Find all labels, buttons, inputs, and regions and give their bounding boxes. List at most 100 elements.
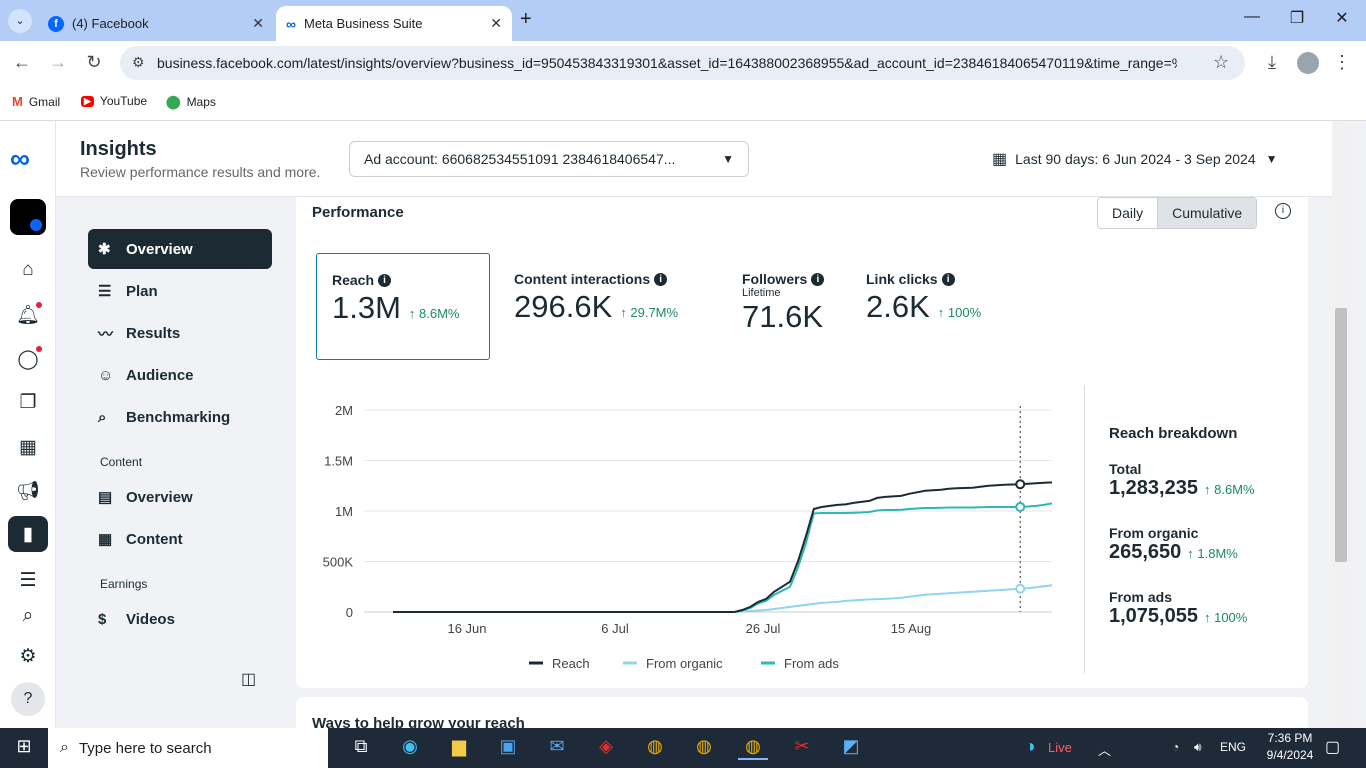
back-button[interactable]: ← [13, 52, 31, 72]
store-icon[interactable]: ▣ [499, 736, 517, 756]
tab-meta-business-suite[interactable]: ∞ Meta Business Suite ✕ [276, 6, 512, 41]
windows-start-icon[interactable]: ⊞ [16, 736, 32, 756]
toggle-cumulative[interactable]: Cumulative [1157, 198, 1257, 228]
toggle-daily[interactable]: Daily [1112, 205, 1144, 221]
series-line-reach [393, 481, 1053, 613]
close-tab-icon[interactable]: ✕ [252, 15, 264, 31]
x-tick-label: 16 Jun [447, 621, 486, 636]
chrome-icon[interactable]: ◍ [647, 736, 663, 756]
tab-search-button[interactable]: ⌄ [8, 9, 32, 33]
help-icon[interactable]: ? [8, 681, 48, 717]
reload-button[interactable]: ↻ [86, 52, 102, 72]
browser-menu-icon[interactable]: ⋮ [1333, 52, 1351, 72]
nav-label: Overview [126, 488, 193, 506]
language-label[interactable]: ENG [1220, 740, 1247, 754]
new-tab-button[interactable]: + [520, 8, 532, 30]
metric-link-clicks[interactable]: Link clicks i 2.6K ↑ 100% [866, 271, 981, 325]
wifi-icon[interactable]: ◔ [1172, 740, 1180, 754]
bookmark-youtube[interactable]: ▶ YouTube [81, 94, 147, 108]
reach-breakdown: Reach breakdown [1109, 425, 1237, 442]
profile-avatar[interactable] [1297, 52, 1319, 74]
notification-center-icon[interactable]: ▢ [1325, 739, 1341, 756]
home-icon[interactable]: ⌂ [22, 259, 34, 280]
clock[interactable]: 7:36 PM 9/4/2024 [1262, 731, 1318, 762]
metric-followers[interactable]: Followers i Lifetime 71.6K [742, 271, 825, 335]
file-explorer-icon[interactable]: ▆ [452, 736, 466, 756]
close-window-button[interactable]: ✕ [1335, 10, 1349, 27]
reach-line-chart: 2M 1.5M 1M 500K 0 16 Jun 6 Jul 26 Jul 15 Aug Reac… [323, 403, 1053, 671]
left-rail: ⌂ 🔔︎ ◯ ❐ ▦ 📢︎ ▮ ☰ ⌕ ⚙ ? [0, 121, 56, 728]
task-view-icon[interactable]: ⧉ [354, 736, 368, 756]
info-icon[interactable]: i [811, 272, 825, 286]
meta-icon: ∞ [286, 15, 296, 32]
nav-content-overview[interactable]: ▤ Overview [88, 477, 272, 517]
tab-facebook[interactable]: f (4) Facebook ✕ [38, 6, 274, 41]
nav-videos[interactable]: $ Videos [88, 599, 272, 639]
legend-label: From ads [784, 656, 839, 671]
restore-button[interactable]: ❐ [1289, 10, 1305, 27]
bookmark-star-icon[interactable]: ☆ [1213, 52, 1230, 72]
collapse-sidebar-icon[interactable]: ◫ [241, 671, 257, 688]
breakdown-title: Reach breakdown [1109, 425, 1238, 442]
download-icon[interactable]: ⤓ [1268, 52, 1276, 72]
scrollbar-thumb[interactable] [1335, 308, 1347, 562]
bookmark-label: Gmail [28, 94, 61, 109]
chrome-profile-icon[interactable]: ◍ [696, 736, 712, 756]
nav-plan[interactable]: ☰ Plan [88, 271, 272, 311]
site-info-icon[interactable]: ⚙ [132, 54, 145, 70]
account-avatar[interactable] [8, 199, 48, 235]
date-range-picker[interactable]: ▦ Last 90 days: 6 Jun 2024 - 3 Sep 2024 … [992, 149, 1278, 169]
all-tools-icon[interactable]: ☰ [19, 569, 37, 591]
acrobat-icon[interactable]: ◈ [599, 736, 613, 756]
content-section-label: Content [100, 455, 143, 469]
nav-content[interactable]: ▦ Content [88, 519, 272, 559]
app-icon[interactable]: ✂ [794, 736, 810, 756]
breakdown-label: From organic [1109, 525, 1199, 541]
browser-toolbar: ← → ↻ ⚙ business.facebook.com/latest/ins… [0, 41, 1366, 85]
metric-reach[interactable]: Reach i 1.3M ↑ 8.6M% [316, 253, 490, 360]
info-icon[interactable]: i [654, 272, 668, 286]
breakdown-label: From ads [1109, 589, 1173, 605]
ad-account-dropdown[interactable]: Ad account: 660682534551091 238461840654… [349, 141, 749, 177]
y-tick-label: 1.5M [324, 454, 353, 469]
info-icon[interactable]: i [1275, 203, 1291, 219]
search-icon[interactable]: ⌕ [22, 605, 34, 626]
info-icon[interactable]: i [378, 273, 392, 287]
settings-icon[interactable]: ⚙ [19, 645, 37, 667]
nav-overview[interactable]: ✱ Overview [88, 229, 272, 269]
photos-icon[interactable]: ◩ [842, 736, 860, 756]
nav-results[interactable]: 〰 Results [88, 313, 272, 353]
weather-icon[interactable]: ◑ [1024, 736, 1036, 756]
overview-icon: ✱ [98, 241, 111, 258]
close-tab-icon[interactable]: ✕ [490, 15, 502, 31]
taskbar-search[interactable]: ⌕ Type here to search [48, 728, 328, 768]
clock-time: 7:36 PM [1267, 731, 1313, 745]
metric-value: 1.3M [332, 290, 401, 325]
tray-chevron-icon[interactable]: ︿ [1098, 743, 1112, 758]
nav-benchmarking[interactable]: ⌕ Benchmarking [88, 397, 272, 437]
metric-content-interactions[interactable]: Content interactions i 296.6K ↑ 29.7M% [514, 271, 678, 325]
bookmark-gmail[interactable]: M Gmail [12, 94, 60, 109]
performance-title: Performance [312, 204, 404, 221]
bookmark-maps[interactable]: ⬤ Maps [166, 94, 216, 110]
ads-megaphone-icon[interactable]: 📢︎ [15, 481, 41, 502]
notifications-icon[interactable]: 🔔︎ [8, 297, 48, 333]
edge-icon[interactable]: ◉ [402, 736, 418, 756]
content-overview-icon: ▤ [98, 489, 113, 506]
forward-button[interactable]: → [49, 52, 67, 72]
right-gutter [1350, 121, 1366, 728]
minimize-button[interactable]: — [1244, 8, 1260, 25]
chrome-active-icon[interactable]: ◍ [738, 736, 768, 760]
mail-icon[interactable]: ✉ [549, 736, 565, 756]
address-bar[interactable]: ⚙ business.facebook.com/latest/insights/… [120, 46, 1245, 80]
metric-delta: ↑ 100% [937, 305, 982, 320]
weather-label[interactable]: Live [1048, 740, 1072, 755]
results-icon: 〰 [98, 325, 114, 343]
insights-icon[interactable]: ▮ [8, 516, 48, 552]
info-icon[interactable]: i [941, 272, 955, 286]
inbox-icon[interactable]: ◯ [8, 341, 48, 377]
volume-icon[interactable]: 🔊︎ [1194, 740, 1202, 754]
content-icon[interactable]: ❐ [19, 391, 37, 413]
planner-icon[interactable]: ▦ [19, 436, 37, 458]
nav-audience[interactable]: ☺ Audience [88, 355, 272, 395]
